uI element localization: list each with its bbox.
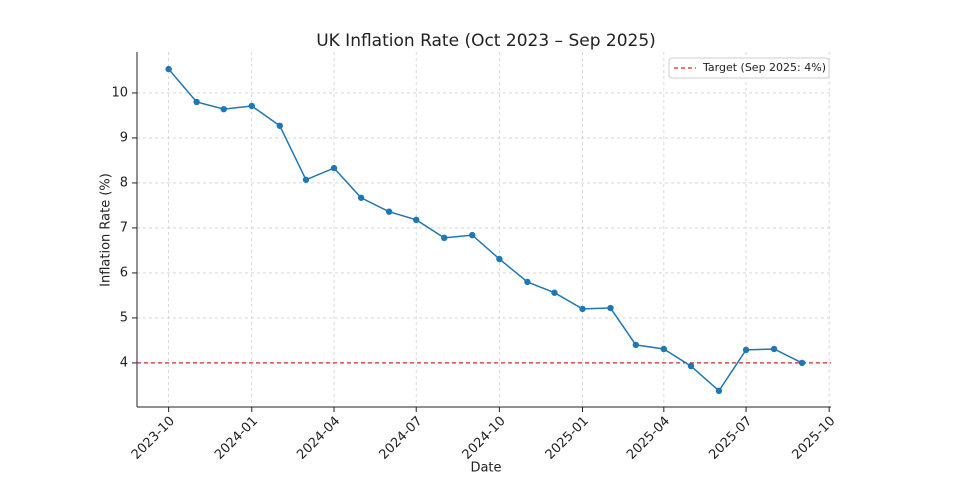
point xyxy=(551,289,558,296)
point xyxy=(469,231,476,239)
y-tick-label: 7 xyxy=(120,220,128,235)
y-tick-label: 8 xyxy=(120,175,128,190)
point xyxy=(248,102,255,110)
x-tick-label: 2024-04 xyxy=(294,414,343,463)
point xyxy=(330,164,338,172)
x-tick-label: 2025-04 xyxy=(624,414,673,463)
point xyxy=(660,345,668,353)
point xyxy=(302,176,310,183)
y-tick-label: 4 xyxy=(120,355,128,370)
point xyxy=(715,387,723,395)
x-tick-label: 2023-10 xyxy=(129,414,178,463)
point xyxy=(413,216,420,224)
point xyxy=(579,305,586,313)
x-axis-label: Date xyxy=(470,461,501,476)
point xyxy=(687,362,695,370)
y-axis-label: Inflation Rate (%) xyxy=(99,173,114,287)
point xyxy=(798,359,806,367)
x-tick-label: 2024-01 xyxy=(212,414,261,463)
point xyxy=(165,65,172,73)
series-line xyxy=(168,68,803,392)
y-tick-label: 5 xyxy=(120,310,128,325)
point xyxy=(632,341,640,349)
point xyxy=(276,122,283,129)
y-tick-label: 9 xyxy=(120,130,128,145)
point xyxy=(193,98,200,106)
legend-box xyxy=(668,57,830,79)
point xyxy=(524,278,531,286)
point xyxy=(385,208,393,215)
point xyxy=(770,345,778,353)
point xyxy=(357,194,365,201)
x-tick-label: 2025-01 xyxy=(543,414,592,463)
point xyxy=(607,304,614,312)
x-tick-label: 2024-07 xyxy=(377,414,426,463)
point xyxy=(441,234,448,242)
point xyxy=(742,346,750,354)
x-tick-label: 2025-10 xyxy=(789,414,838,463)
y-tick-label: 10 xyxy=(111,85,128,100)
x-tick-label: 2025-07 xyxy=(706,414,755,463)
chart-title: UK Inflation Rate (Oct 2023 – Sep 2025) xyxy=(316,31,656,51)
y-tick-label: 6 xyxy=(120,265,128,280)
x-tick-label: 2024-10 xyxy=(460,414,509,463)
legend-label: Target (Sep 2025: 4%) xyxy=(702,61,826,74)
point xyxy=(220,105,227,113)
point xyxy=(496,255,503,263)
